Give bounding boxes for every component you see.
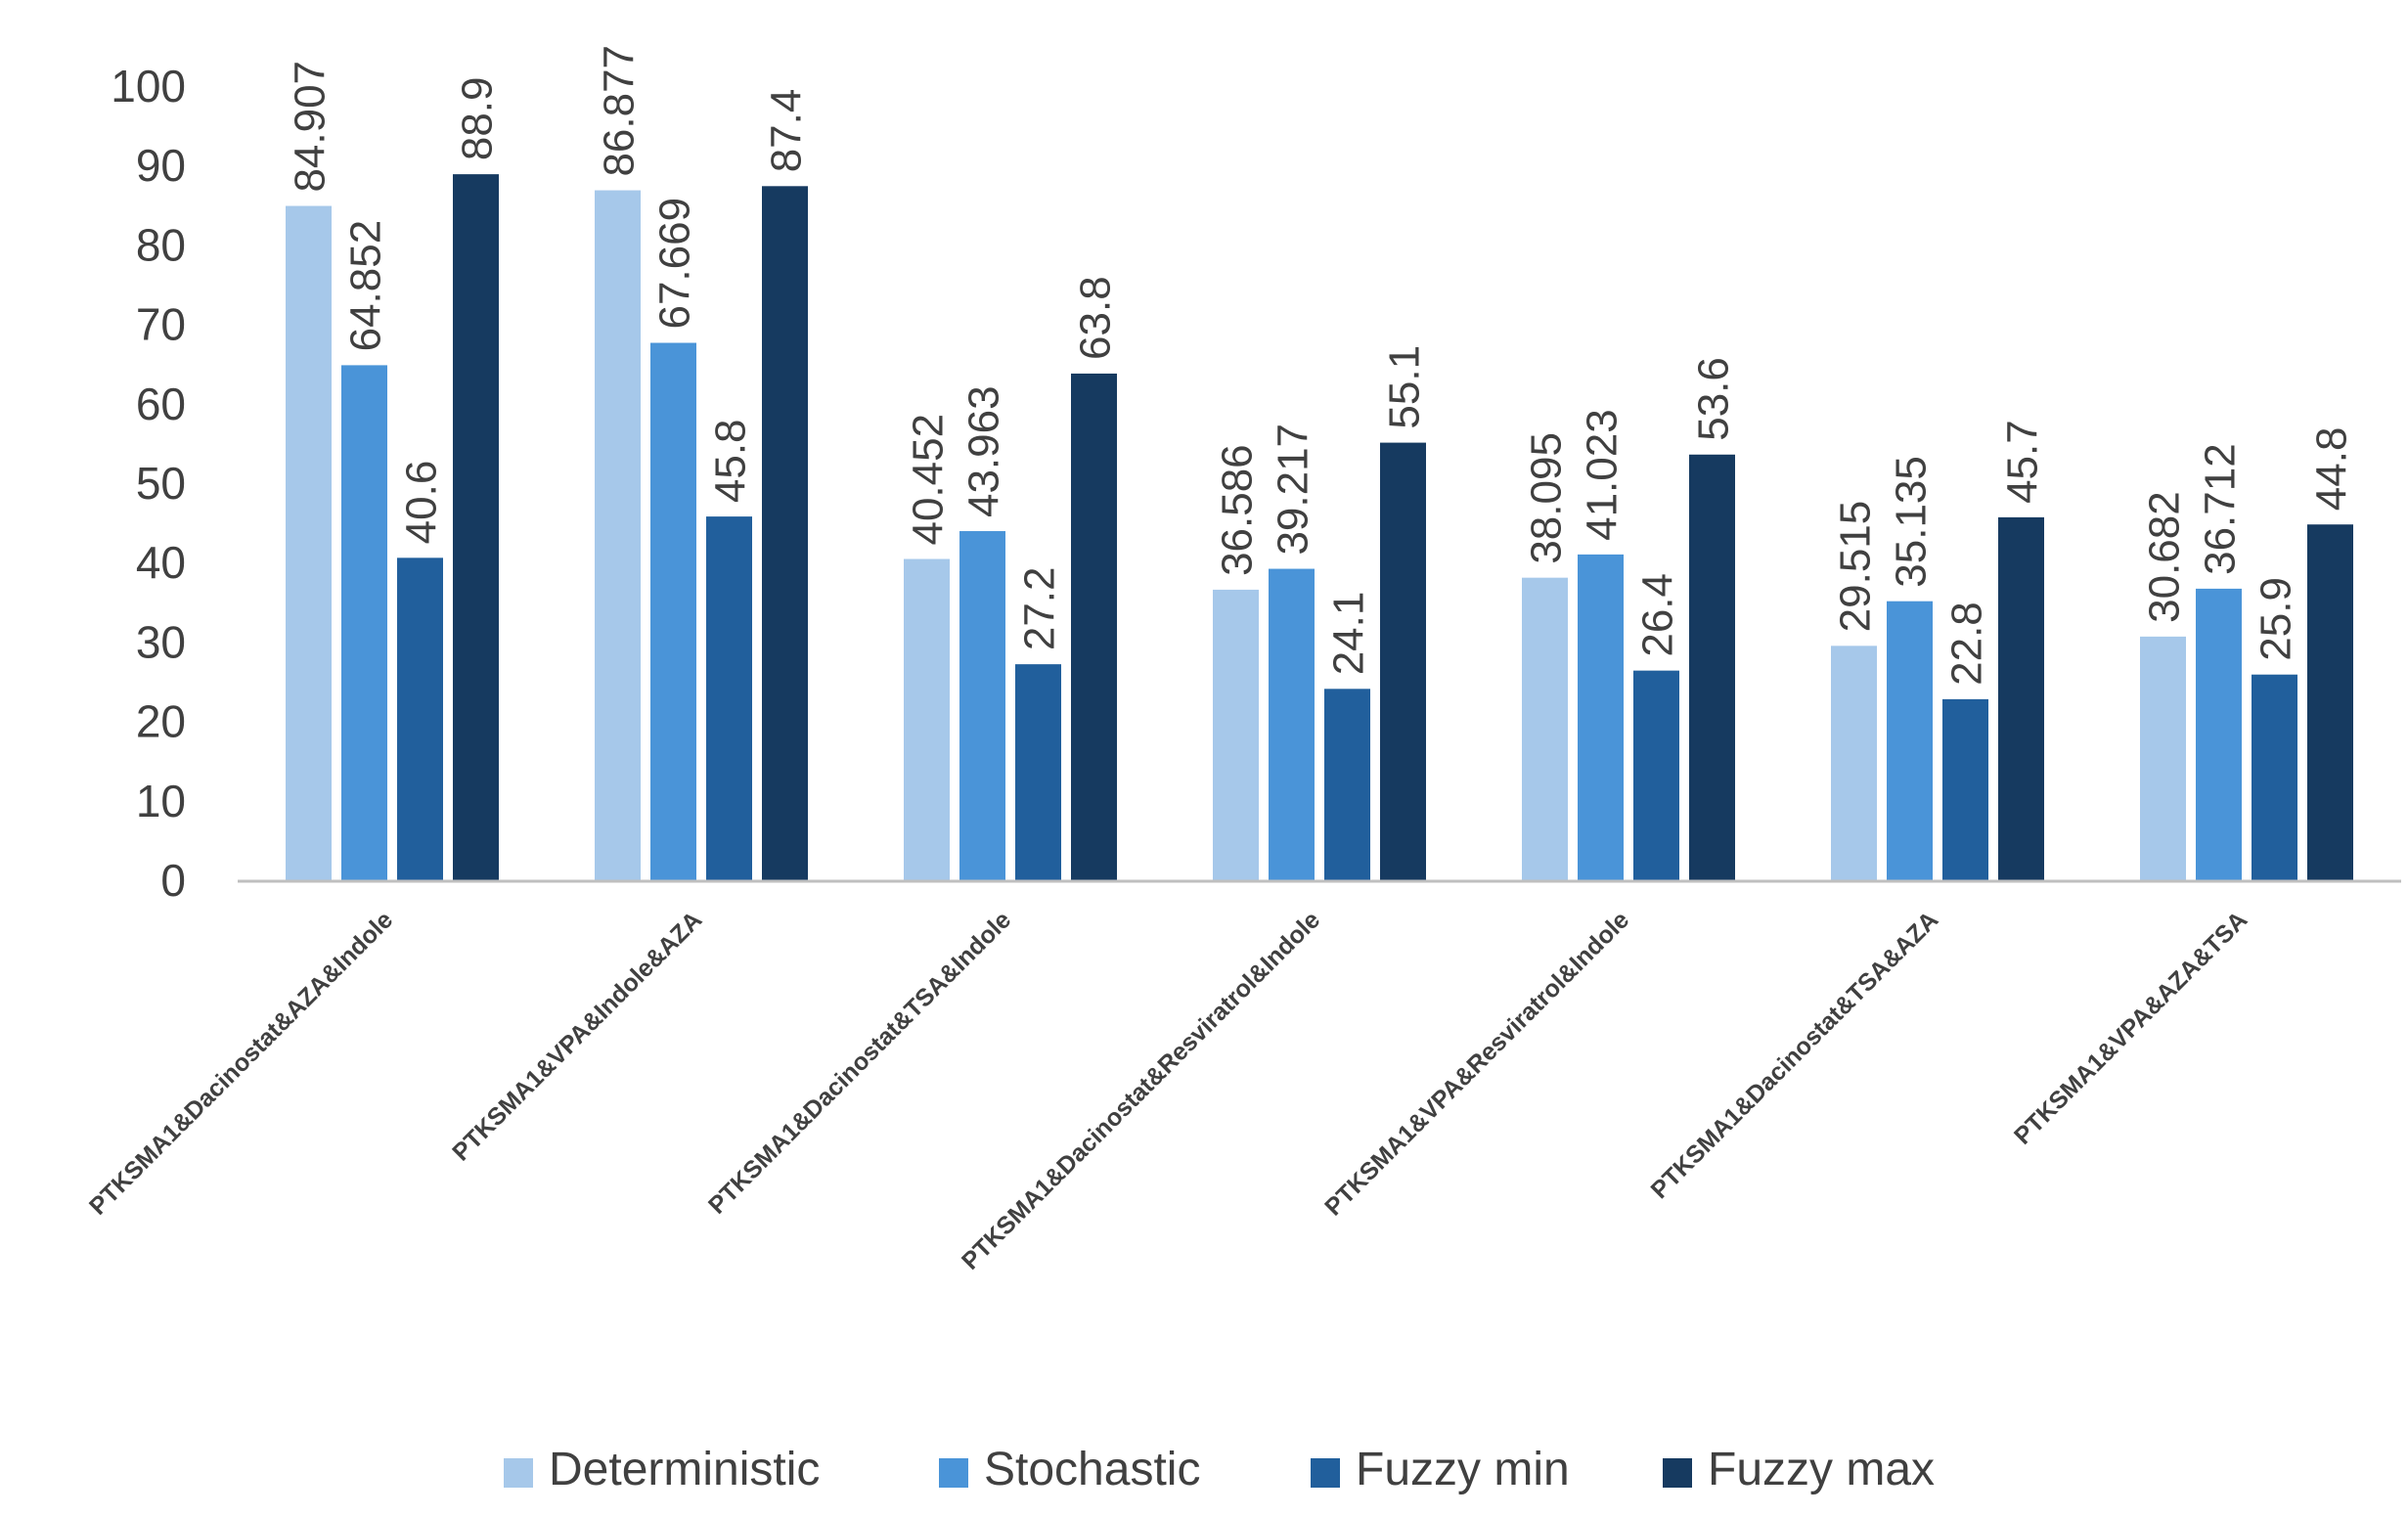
data-label: 36.712 — [2197, 443, 2245, 575]
data-label: 36.586 — [1214, 444, 1262, 576]
data-label: 29.515 — [1832, 501, 1880, 633]
bar — [1578, 554, 1624, 880]
data-label: 86.877 — [596, 45, 644, 177]
bar — [959, 531, 1005, 880]
y-tick-label: 40 — [136, 537, 186, 588]
legend-label: Fuzzy max — [1708, 1444, 1935, 1495]
bar — [1522, 577, 1568, 880]
bar — [1998, 516, 2044, 880]
bar — [1633, 670, 1679, 880]
data-label: 39.217 — [1270, 424, 1317, 556]
category-label: PTKSMA1&Dacinostat&Resviratrol&Indole — [957, 906, 1325, 1274]
bar — [1015, 664, 1061, 880]
bar — [2252, 674, 2297, 880]
data-label: 43.963 — [960, 385, 1008, 517]
y-tick-label: 80 — [136, 219, 186, 270]
data-label: 35.135 — [1888, 456, 1936, 588]
category-label: PTKSMA1&Dacinostat&AZA&Indole — [84, 906, 398, 1220]
bar — [341, 365, 387, 881]
y-tick-label: 100 — [111, 61, 186, 111]
category-label: PTKSMA1&Dacinostat&TSA&Indole — [703, 906, 1016, 1219]
category-labels: PTKSMA1&Dacinostat&AZA&Indole PTKSMA1&VPA… — [84, 906, 2252, 1274]
data-label: 64.852 — [342, 220, 390, 352]
legend: Deterministic Stochastic Fuzzy min Fuzzy ma… — [504, 1444, 1935, 1495]
bar — [595, 190, 641, 880]
y-tick-label: 10 — [136, 776, 186, 826]
bar — [1269, 568, 1315, 880]
data-label: 22.8 — [1943, 602, 1991, 686]
data-label: 67.669 — [651, 198, 699, 330]
category-label: PTKSMA1&VPA&Resviratrol&Indole — [1319, 906, 1634, 1221]
bar — [1942, 698, 1988, 880]
bar — [286, 205, 332, 880]
bar — [1380, 442, 1426, 880]
y-tick-label: 0 — [160, 855, 186, 906]
category-label: PTKSMA1&VPA&AZA&TSA — [2009, 906, 2252, 1149]
y-tick-label: 30 — [136, 616, 186, 667]
bar — [1887, 601, 1933, 880]
bar — [1324, 689, 1370, 880]
legend-swatch — [504, 1458, 533, 1488]
data-label: 30.682 — [2141, 491, 2189, 623]
data-label: 88.9 — [454, 76, 502, 160]
legend-swatch — [1663, 1458, 1692, 1488]
y-axis-ticks: 0 10 20 30 40 50 60 70 80 90 100 — [111, 61, 186, 906]
legend-swatch — [1311, 1458, 1340, 1488]
y-tick-label: 60 — [136, 379, 186, 429]
data-label: 25.9 — [2252, 577, 2300, 661]
y-tick-label: 90 — [136, 140, 186, 191]
bar — [1831, 646, 1877, 880]
bar — [904, 558, 950, 880]
data-label: 87.4 — [763, 89, 811, 173]
bar — [650, 342, 696, 880]
bars — [286, 174, 2353, 881]
legend-label: Stochastic — [984, 1444, 1200, 1495]
legend-swatch — [939, 1458, 968, 1488]
legend-label: Deterministic — [549, 1444, 820, 1495]
data-label: 40.6 — [398, 461, 446, 545]
bar — [1213, 589, 1259, 880]
data-label: 55.1 — [1381, 345, 1429, 429]
category-label: PTKSMA1&VPA&Indole&AZA — [447, 906, 707, 1166]
bar — [453, 174, 499, 880]
data-label: 41.023 — [1579, 409, 1627, 541]
y-tick-label: 20 — [136, 696, 186, 747]
bar — [2140, 636, 2186, 880]
data-label: 63.8 — [1072, 276, 1120, 360]
data-label: 26.4 — [1634, 573, 1682, 657]
data-label: 53.6 — [1690, 357, 1738, 441]
data-label: 40.452 — [905, 414, 953, 546]
data-label: 24.1 — [1325, 592, 1373, 676]
data-label: 45.8 — [707, 419, 755, 503]
bar — [1071, 373, 1117, 881]
y-tick-label: 50 — [136, 458, 186, 509]
data-label: 38.095 — [1523, 432, 1571, 564]
data-label: 27.2 — [1016, 566, 1064, 650]
bar — [1689, 454, 1735, 880]
bar — [762, 186, 808, 880]
bar — [397, 557, 443, 880]
category-label: PTKSMA1&Dacinostat&TSA&AZA — [1646, 906, 1944, 1204]
y-tick-label: 70 — [136, 299, 186, 350]
bar — [2307, 524, 2353, 880]
data-label: 44.8 — [2308, 427, 2356, 512]
bar — [2196, 588, 2242, 880]
bar — [706, 516, 752, 880]
data-label: 45.7 — [1999, 420, 2047, 504]
data-label: 84.907 — [287, 61, 334, 193]
legend-label: Fuzzy min — [1356, 1444, 1570, 1495]
